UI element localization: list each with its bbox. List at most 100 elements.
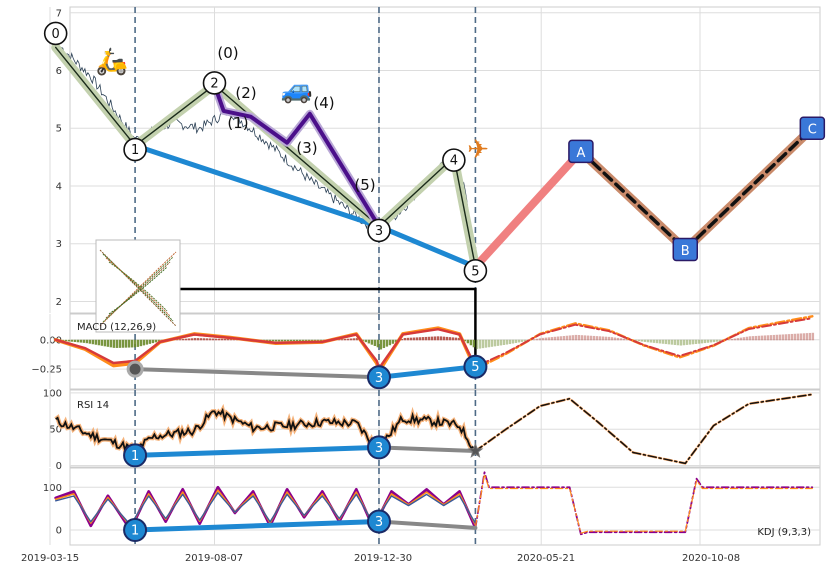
macd-histogram-bar <box>313 339 317 342</box>
projection-point-label: B <box>681 244 690 259</box>
macd-histogram-bar <box>499 339 503 346</box>
wave-path <box>55 46 477 268</box>
macd-histogram-bar <box>76 339 80 343</box>
y-tick-label: 0 <box>56 461 62 472</box>
wave-point-marker <box>202 71 227 95</box>
macd-histogram-bar <box>673 339 677 345</box>
macd-histogram-bar <box>388 339 392 346</box>
kdj-forecast-line-k <box>474 473 813 534</box>
rsi-divergence-label: 3 <box>375 441 383 456</box>
macd-histogram-bar <box>754 335 758 341</box>
wave-point-marker <box>442 148 466 172</box>
macd-histogram-bar <box>706 339 710 343</box>
kdj-divergence-line <box>132 519 382 533</box>
macd-histogram-bar <box>586 335 590 341</box>
wave-point-marker <box>367 218 391 243</box>
macd-histogram-bar <box>604 336 608 341</box>
macd-histogram-bar <box>610 337 614 341</box>
macd-histogram-bar <box>154 339 158 343</box>
x-tick-label: 2019-12-30 <box>354 553 412 564</box>
macd-histogram-bar <box>403 337 407 341</box>
macd-histogram-bar <box>409 337 413 341</box>
macd-histogram-bar <box>433 336 437 341</box>
kdj-divergence-marker <box>366 509 391 534</box>
macd-histogram-bar <box>739 337 743 341</box>
macd-histogram-bar <box>469 339 473 346</box>
macd-histogram-bar <box>790 333 794 341</box>
macd-histogram-bar <box>745 336 749 341</box>
macd-panel-label: MACD (12,26,9) <box>77 322 156 333</box>
macd-histogram-bar <box>133 339 137 348</box>
macd-histogram-bar <box>79 339 83 343</box>
macd-histogram-bar <box>424 336 428 341</box>
macd-histogram-bar <box>106 339 110 347</box>
y-tick-label: 100 <box>43 483 62 494</box>
kdj-forecast-line <box>474 471 814 536</box>
macd-histogram-bar <box>124 339 128 348</box>
kdj-divergence-label: 3 <box>375 515 383 530</box>
macd-histogram-bar <box>544 337 548 341</box>
macd-histogram-bar <box>73 339 77 342</box>
kdj-divergence-marker <box>123 518 148 543</box>
macd-histogram-bar <box>622 338 626 341</box>
macd-histogram-bar <box>376 339 380 348</box>
macd-histogram-bar <box>775 334 779 341</box>
macd-histogram-bar <box>127 339 131 348</box>
macd-histogram-bar <box>301 339 305 342</box>
macd-divergence-marker <box>463 354 488 379</box>
macd-histogram-bar <box>748 336 752 341</box>
macd-histogram-bar <box>709 339 713 343</box>
macd-histogram-bar <box>205 338 209 341</box>
macd-histogram-bar <box>784 334 788 341</box>
subwave-label: (5) <box>354 176 375 194</box>
macd-histogram-bar <box>799 333 803 341</box>
macd-histogram-bar <box>802 333 806 341</box>
macd-histogram-bar <box>214 338 218 341</box>
y-tick-label: 0.00 <box>40 335 62 346</box>
panel-frame <box>69 6 821 314</box>
macd-histogram-bar <box>346 338 350 341</box>
macd-histogram-bar <box>157 339 161 342</box>
macd-histogram-bar <box>220 338 224 341</box>
macd-histogram-bar <box>583 335 587 341</box>
macd-histogram-bar <box>649 339 653 343</box>
panel-frame <box>69 467 821 546</box>
macd-histogram-bar <box>352 338 356 341</box>
macd-histogram-bar <box>559 336 563 341</box>
macd-histogram-bar <box>589 335 593 341</box>
subwave-label: (1) <box>227 114 248 132</box>
macd-divergence-line <box>376 364 478 380</box>
rsi-line-halo <box>54 403 475 458</box>
rsi-star-marker <box>467 442 484 458</box>
macd-histogram-bar <box>691 339 695 345</box>
macd-histogram-bar <box>484 339 488 348</box>
macd-histogram-bar <box>772 334 776 341</box>
macd-histogram-bar <box>145 339 149 345</box>
macd-histogram-bar <box>415 337 419 341</box>
macd-histogram-bar <box>94 339 98 345</box>
projection-point-marker <box>568 139 594 164</box>
macd-histogram-bar <box>103 339 107 347</box>
rsi-forecast-halo <box>474 393 814 465</box>
macd-histogram-bar <box>217 338 221 341</box>
macd-histogram-bar <box>661 339 665 344</box>
y-tick-label: 0 <box>56 526 62 537</box>
macd-histogram-bar <box>781 334 785 341</box>
macd-histogram-bar <box>577 335 581 341</box>
macd-histogram-bar <box>760 335 764 341</box>
macd-histogram-bar <box>82 339 86 343</box>
macd-divergence-start-marker <box>126 360 144 378</box>
macd-histogram-bar <box>751 336 755 341</box>
macd-histogram-bar <box>646 339 650 343</box>
macd-histogram-bar <box>193 338 197 341</box>
macd-histogram-bar <box>226 339 230 341</box>
macd-divergence-label: 5 <box>471 360 479 375</box>
macd-histogram-bar <box>523 339 527 342</box>
subwave-path <box>212 82 381 229</box>
macd-histogram-bar <box>289 339 293 342</box>
macd-histogram-bar <box>229 339 233 341</box>
macd-histogram-bar <box>427 336 431 341</box>
macd-histogram-bar <box>793 333 797 341</box>
wave-point-label: 2 <box>210 76 218 91</box>
macd-histogram-bar <box>277 339 281 342</box>
